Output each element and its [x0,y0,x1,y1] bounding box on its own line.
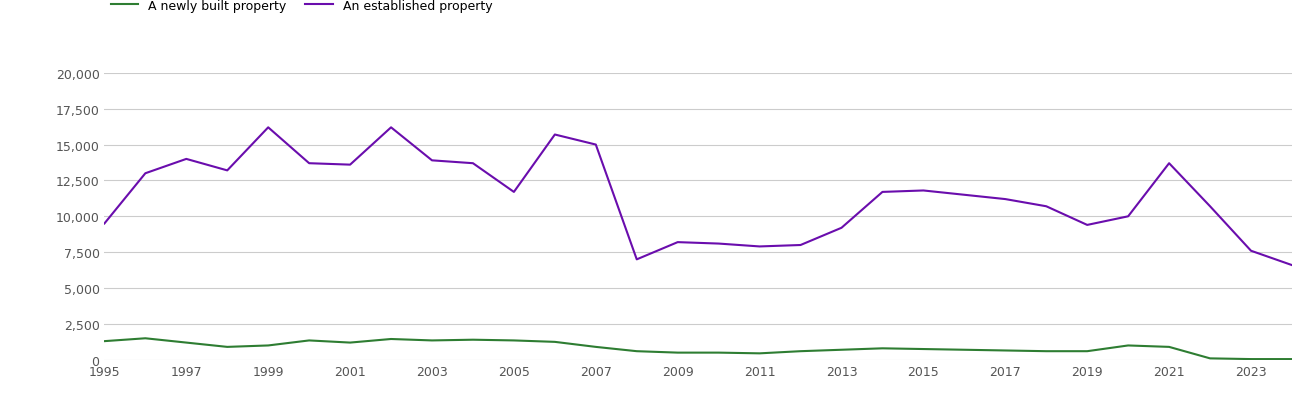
An established property [1079,223,1095,228]
An established property [301,161,317,166]
A newly built property [261,343,277,348]
A newly built property [834,348,850,353]
A newly built property [1120,343,1135,348]
An established property [792,243,808,248]
An established property [1244,249,1259,254]
An established property [506,190,522,195]
An established property [589,143,604,148]
A newly built property [1202,356,1218,361]
A newly built property [424,338,440,343]
An established property [834,226,850,231]
A newly built property [1284,357,1300,362]
A newly built property [97,339,112,344]
A newly built property [219,344,235,349]
An established property [219,169,235,173]
A newly built property [1161,344,1177,349]
An established property [874,190,890,195]
An established property [711,241,727,246]
An established property [916,189,932,193]
Line: A newly built property: A newly built property [104,339,1292,359]
A newly built property [1039,349,1054,354]
A newly built property [384,337,399,342]
A newly built property [589,344,604,349]
An established property [261,126,277,130]
A newly built property [629,349,645,354]
A newly built property [711,350,727,355]
An established property [957,193,972,198]
A newly built property [342,340,358,345]
An established property [1161,161,1177,166]
An established property [137,171,153,176]
An established property [1284,263,1300,268]
An established property [97,222,112,227]
A newly built property [916,347,932,352]
A newly built property [1079,349,1095,354]
A newly built property [179,340,194,345]
A newly built property [957,348,972,353]
Line: An established property: An established property [104,128,1292,265]
An established property [752,244,767,249]
An established property [547,133,562,137]
A newly built property [752,351,767,356]
A newly built property [506,338,522,343]
An established property [1039,204,1054,209]
An established property [669,240,685,245]
A newly built property [547,339,562,344]
Legend: A newly built property, An established property: A newly built property, An established p… [111,0,492,13]
An established property [1120,214,1135,219]
An established property [179,157,194,162]
A newly built property [669,350,685,355]
A newly built property [997,348,1013,353]
An established property [465,161,480,166]
A newly built property [301,338,317,343]
An established property [629,257,645,262]
A newly built property [137,336,153,341]
An established property [424,158,440,163]
A newly built property [792,349,808,354]
A newly built property [1244,357,1259,362]
An established property [384,126,399,130]
An established property [342,163,358,168]
A newly built property [465,337,480,342]
An established property [1202,204,1218,209]
An established property [997,197,1013,202]
A newly built property [874,346,890,351]
